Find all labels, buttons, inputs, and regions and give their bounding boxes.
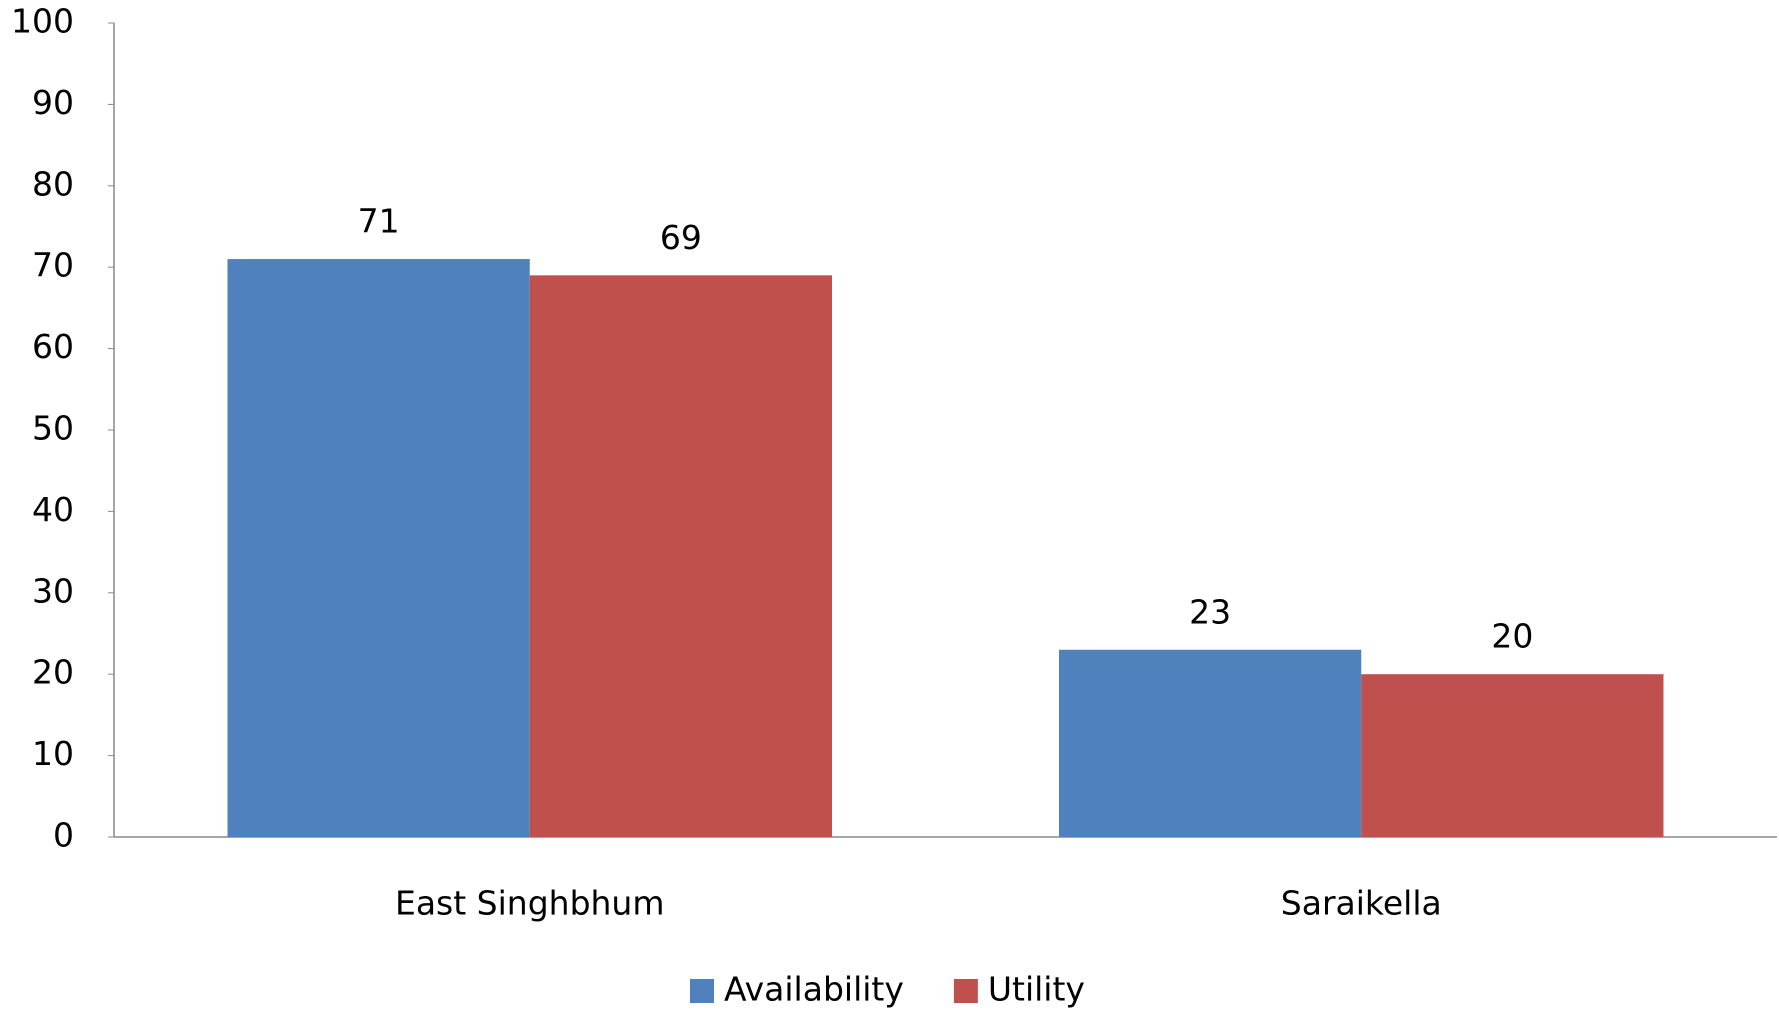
data-label: 23 [1189, 592, 1231, 631]
data-label: 69 [660, 218, 702, 257]
y-tick-label: 30 [32, 571, 74, 610]
bar [1058, 649, 1362, 837]
y-tick-label: 10 [32, 734, 74, 773]
y-tick-label: 100 [11, 2, 74, 41]
y-tick-label: 70 [32, 246, 74, 285]
legend-label: Availability [724, 970, 904, 1009]
y-tick-label: 50 [32, 409, 74, 448]
y-tick-label: 60 [32, 327, 74, 366]
bar [1361, 674, 1664, 837]
x-tick-label: Saraikella [1281, 884, 1442, 923]
y-tick-label: 0 [53, 816, 74, 855]
data-label: 71 [358, 202, 400, 241]
bar [227, 259, 530, 837]
y-tick-label: 20 [32, 653, 74, 692]
legend-label: Utility [988, 970, 1085, 1009]
data-label: 20 [1491, 617, 1533, 656]
y-tick-label: 40 [32, 490, 74, 529]
bar [529, 275, 833, 838]
legend-swatch [953, 979, 978, 1003]
x-tick-label: East Singhbhum [395, 884, 665, 923]
y-tick-label: 80 [32, 164, 74, 203]
y-tick-label: 90 [32, 83, 74, 122]
legend-swatch [690, 979, 714, 1003]
